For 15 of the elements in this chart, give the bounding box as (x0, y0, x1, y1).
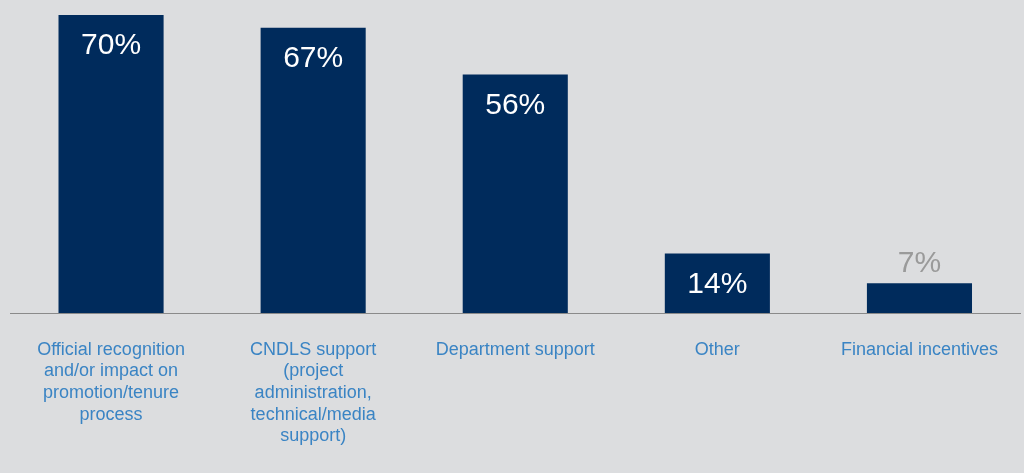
data-label: 56% (485, 86, 546, 120)
x-tick-label: CNDLS support (project administration, technical/media support) (250, 338, 377, 446)
data-label: 67% (283, 40, 344, 74)
x-tick-label: Financial incentives (840, 338, 998, 359)
data-label: 7% (897, 245, 942, 279)
data-label: 14% (687, 265, 748, 299)
bar (58, 15, 164, 313)
x-tick-label: Other (694, 338, 740, 359)
x-tick-label: Official recognition and/or impact on promotion/tenure process (37, 338, 185, 424)
bar (866, 283, 973, 313)
x-tick-label: Department support (435, 338, 595, 359)
bar (664, 253, 770, 313)
bar (260, 27, 366, 313)
bar (462, 74, 568, 313)
data-label: 70% (81, 27, 142, 61)
